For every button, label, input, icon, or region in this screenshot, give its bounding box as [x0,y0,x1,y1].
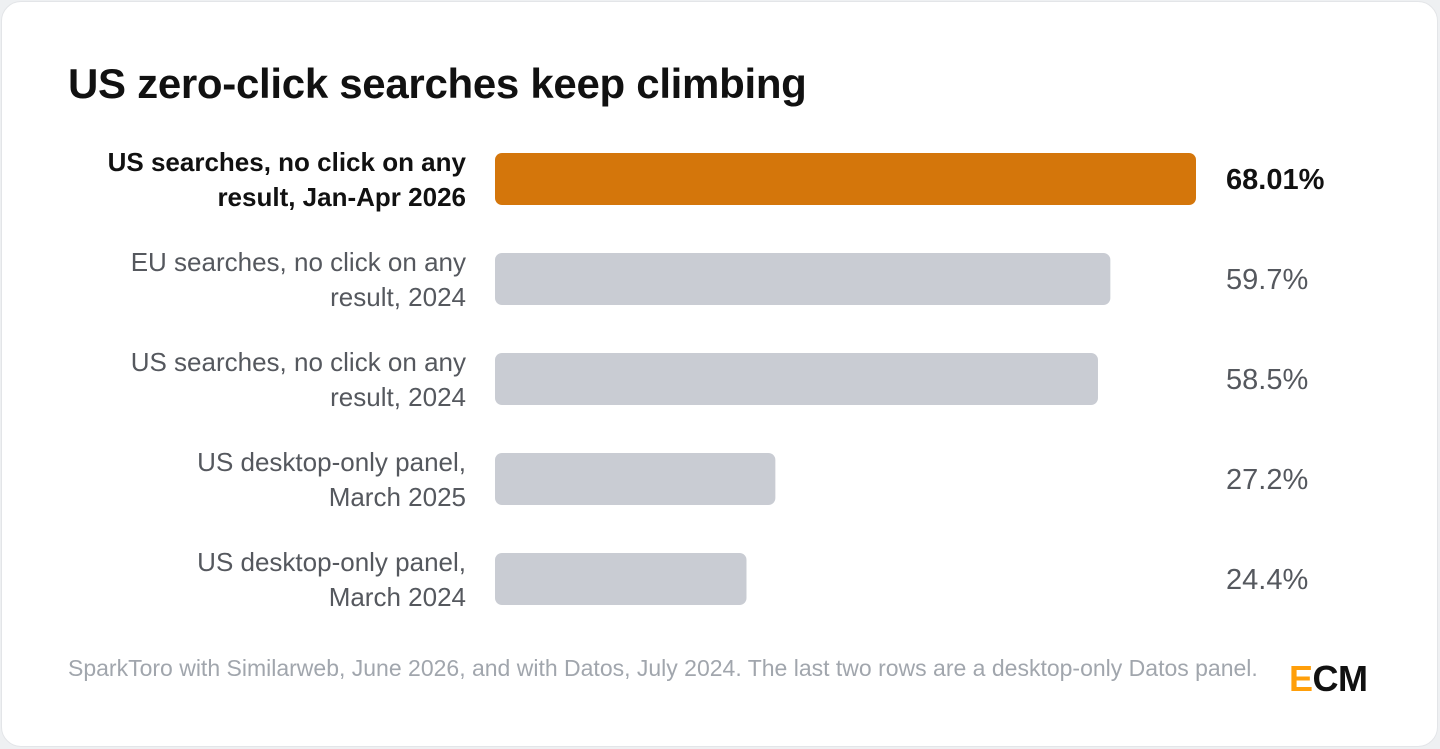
category-label-2: EU searches, no click on any result, 2024 [131,247,466,312]
category-label-line: US desktop-only panel, [197,447,466,477]
category-label-5: US desktop-only panel, March 2024 [197,547,466,612]
source-note: SparkToro with Similarweb, June 2026, an… [68,655,1258,681]
value-label-2: 59.7% [1226,264,1308,296]
category-label-line: US desktop-only panel, [197,547,466,577]
bar-3 [495,353,1098,405]
category-label-line: result, 2024 [330,382,466,412]
category-label-line: result, 2024 [330,282,466,312]
category-label-line: US searches, no click on any [131,347,466,377]
category-label-3: US searches, no click on any result, 2024 [131,347,466,412]
value-label-3: 58.5% [1226,364,1308,396]
bar-5 [495,553,747,605]
logo-accent-letter: E [1289,658,1313,699]
bar-4 [495,453,776,505]
bar-1 [495,153,1196,205]
category-label-line: March 2025 [329,482,466,512]
category-label-line: EU searches, no click on any [131,247,466,277]
value-label-5: 24.4% [1226,564,1308,596]
bar-2 [495,253,1111,305]
chart-title: US zero-click searches keep climbing [68,60,807,107]
category-label-line: US searches, no click on any [108,147,467,177]
value-label-4: 27.2% [1226,464,1308,496]
brand-logo: ECM [1289,658,1368,700]
value-label-1: 68.01% [1226,164,1325,196]
category-label-1: US searches, no click on any result, Jan-… [108,147,467,212]
category-label-4: US desktop-only panel, March 2025 [197,447,466,512]
logo-letters: CM [1312,658,1369,699]
category-label-line: result, Jan-Apr 2026 [217,182,466,212]
category-label-line: March 2024 [329,582,466,612]
